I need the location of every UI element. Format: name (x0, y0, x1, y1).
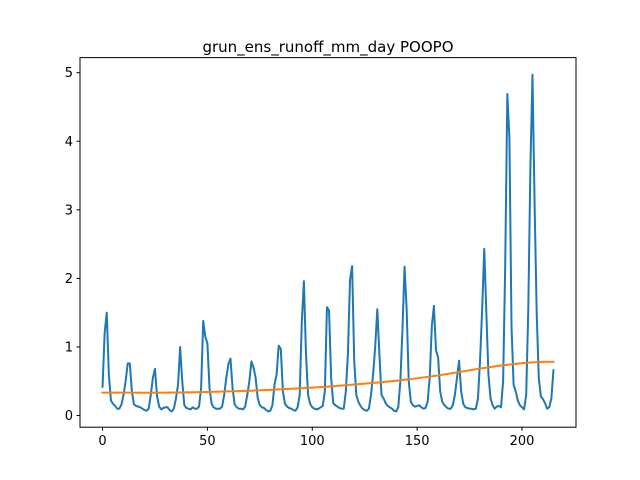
y-tick-label: 1 (65, 340, 73, 355)
plot-layer (101, 73, 555, 413)
x-tick-label: 50 (199, 434, 216, 449)
series-line-2 (101, 360, 555, 394)
chart-title: grun_ens_runoff_mm_day POOPO (202, 38, 453, 57)
x-tick-label: 100 (300, 434, 325, 449)
y-axis: 0 1 2 3 4 5 (65, 66, 80, 424)
series-line-1 (101, 73, 555, 413)
x-tick-label: 0 (98, 434, 106, 449)
plot-frame (79, 57, 577, 428)
x-axis: 0 50 100 150 200 (98, 427, 534, 449)
y-tick-label: 5 (65, 66, 73, 81)
y-tick-label: 3 (65, 203, 73, 218)
y-tick-label: 2 (65, 272, 73, 287)
y-tick-label: 4 (65, 135, 73, 150)
y-tick-label: 0 (65, 409, 73, 424)
x-tick-label: 150 (405, 434, 430, 449)
x-tick-label: 200 (510, 434, 535, 449)
